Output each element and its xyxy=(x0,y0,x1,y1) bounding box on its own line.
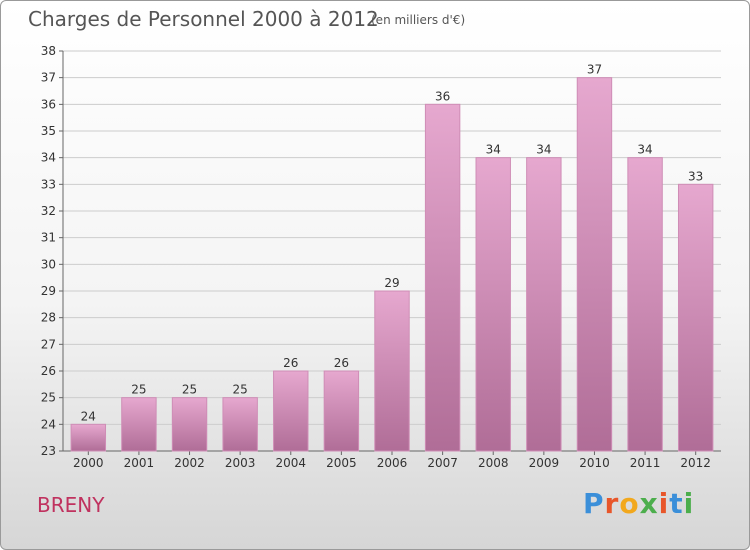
chart-subtitle: (en milliers d'€) xyxy=(371,13,466,27)
logo-letter: i xyxy=(683,487,695,520)
logo-letter: i xyxy=(658,487,670,520)
y-tick-label: 33 xyxy=(41,177,56,191)
bar-2011 xyxy=(627,157,663,452)
bar-2001 xyxy=(121,397,157,452)
value-label: 34 xyxy=(486,143,501,157)
logo-letter: x xyxy=(639,487,659,520)
y-tick-label: 24 xyxy=(41,417,56,431)
bar-2004 xyxy=(273,370,309,452)
x-tick-label: 2003 xyxy=(225,456,256,470)
bar-2005 xyxy=(323,370,360,452)
labels: 23 24 25 26 27 28 29 30 31 32 33 34 35 36 37 38 2000 24 20… xyxy=(41,44,711,470)
bar-2007 xyxy=(424,103,461,452)
y-tick-label: 38 xyxy=(41,44,56,58)
y-tick-label: 28 xyxy=(41,311,56,325)
y-tick-label: 25 xyxy=(41,391,56,405)
y-tick-label: 35 xyxy=(41,124,56,138)
y-tick-label: 29 xyxy=(41,284,56,298)
value-label: 29 xyxy=(384,276,399,290)
bar-2006 xyxy=(374,290,410,452)
value-label: 34 xyxy=(637,143,652,157)
y-tick-label: 32 xyxy=(41,204,56,218)
value-label: 26 xyxy=(334,356,349,370)
value-label: 25 xyxy=(182,383,197,397)
logo-letter: P xyxy=(583,487,605,520)
y-tick-label: 34 xyxy=(41,151,56,165)
logo-letter: o xyxy=(619,487,640,520)
proxiti-logo[interactable]: Proxiti xyxy=(583,487,694,520)
x-tick-label: 2004 xyxy=(275,456,306,470)
x-tick-label: 2008 xyxy=(478,456,509,470)
value-label: 26 xyxy=(283,356,298,370)
y-tick-label: 37 xyxy=(41,71,56,85)
x-tick-label: 2010 xyxy=(579,456,610,470)
y-tick-label: 31 xyxy=(41,231,56,245)
bar-2012 xyxy=(677,183,714,452)
x-tick-label: 2006 xyxy=(377,456,408,470)
value-label: 24 xyxy=(81,409,96,423)
y-tick-label: 30 xyxy=(41,257,56,271)
x-tick-label: 2011 xyxy=(630,456,661,470)
logo-letter: t xyxy=(669,487,684,520)
commune-name: BRENY xyxy=(37,493,105,517)
bar-2010 xyxy=(576,77,613,452)
bar-2000 xyxy=(70,423,107,452)
x-tick-label: 2009 xyxy=(529,456,560,470)
bar-2003 xyxy=(222,397,258,452)
value-label: 36 xyxy=(435,89,450,103)
value-label: 34 xyxy=(536,143,551,157)
x-tick-label: 2000 xyxy=(73,456,104,470)
bar-2009 xyxy=(526,157,562,452)
y-tick-label: 23 xyxy=(41,444,56,458)
logo-letter: r xyxy=(604,487,620,520)
value-label: 25 xyxy=(233,383,248,397)
x-tick-label: 2002 xyxy=(174,456,205,470)
x-tick-label: 2005 xyxy=(326,456,357,470)
y-tick-label: 27 xyxy=(41,337,56,351)
y-tick-label: 26 xyxy=(41,364,56,378)
chart-title: Charges de Personnel 2000 à 2012 xyxy=(28,7,379,31)
value-label: 25 xyxy=(131,383,146,397)
y-tick-label: 36 xyxy=(41,97,56,111)
bar-2008 xyxy=(475,157,511,452)
x-tick-label: 2012 xyxy=(680,456,711,470)
value-label: 33 xyxy=(688,169,703,183)
x-tick-label: 2007 xyxy=(427,456,458,470)
value-label: 37 xyxy=(587,63,602,77)
x-tick-label: 2001 xyxy=(124,456,155,470)
bar-2002 xyxy=(171,397,208,452)
bars xyxy=(70,77,714,452)
